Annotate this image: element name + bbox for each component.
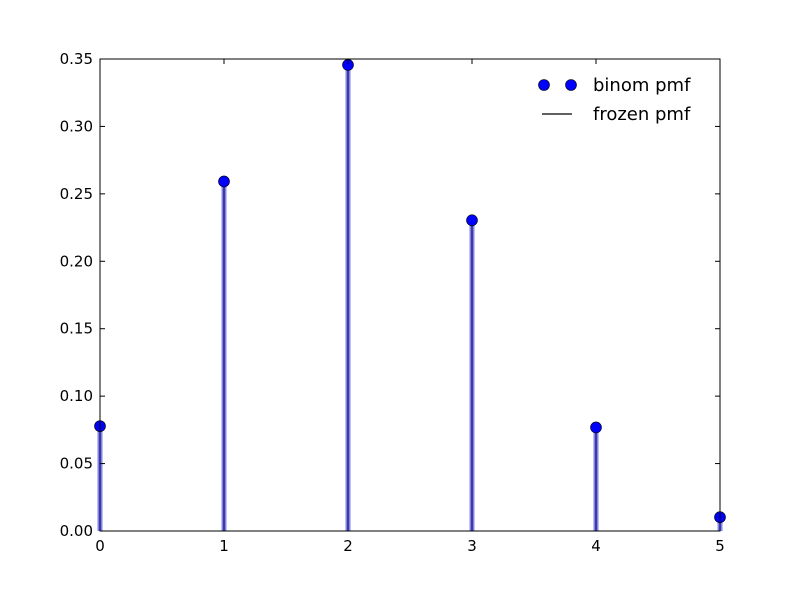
x-tick-label: 0: [95, 537, 105, 555]
x-tick-label: 3: [467, 537, 477, 555]
binom-pmf-vlines: [97, 64, 723, 531]
plot-frame: [99, 58, 721, 532]
x-tick-labels: 0 1 2 3 4 5: [95, 537, 725, 555]
legend-label-binom: binom pmf: [593, 75, 691, 96]
y-tick-label: 0.25: [60, 185, 93, 203]
y-tick-label: 0.05: [60, 455, 93, 473]
x-tick-label: 1: [219, 537, 229, 555]
legend: binom pmf frozen pmf: [538, 75, 691, 125]
y-tick-label: 0.30: [60, 117, 93, 135]
axis-ticks: [99, 58, 721, 532]
y-tick-label: 0.00: [60, 522, 93, 540]
x-tick-label: 2: [343, 537, 353, 555]
legend-marker-binom-1: [538, 79, 550, 91]
binom-pmf-point: [466, 214, 478, 227]
y-tick-labels: 0.00 0.05 0.10 0.15 0.20 0.25 0.30 0.35: [60, 50, 93, 540]
y-tick-label: 0.15: [60, 320, 93, 338]
legend-label-frozen: frozen pmf: [593, 104, 691, 125]
binom-pmf-point: [590, 421, 602, 434]
binom-pmf-markers: [94, 59, 726, 523]
y-tick-label: 0.20: [60, 252, 93, 270]
binom-pmf-point: [218, 175, 230, 188]
frozen-pmf-vlines: [99, 64, 721, 531]
x-tick-label: 5: [715, 537, 725, 555]
legend-marker-binom-2: [565, 79, 577, 91]
y-tick-label: 0.10: [60, 387, 93, 405]
y-tick-label: 0.35: [60, 50, 93, 68]
x-tick-label: 4: [591, 537, 601, 555]
